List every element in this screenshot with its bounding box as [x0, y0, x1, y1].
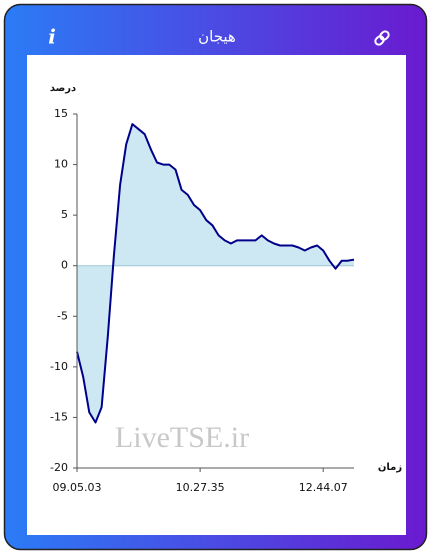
y-tick-label: -15	[50, 410, 68, 423]
info-button[interactable]: i	[48, 25, 56, 49]
y-tick-label: 10	[54, 158, 68, 171]
y-tick-label: 0	[61, 259, 68, 272]
series-line	[76, 123, 355, 424]
y-tick-label: -5	[57, 309, 68, 322]
x-tick-label: 12.44.07	[299, 481, 348, 494]
y-axis-label: درصد	[50, 83, 76, 94]
x-axis-label: زمان	[378, 462, 402, 473]
watermark: LiveTSE.ir	[115, 421, 249, 454]
y-tick-label: -20	[50, 461, 68, 474]
plot: LiveTSE.ir 15 10 5 0 -5 -10 -15 -20 09.05.03 10.27…	[50, 83, 403, 494]
area-fill	[77, 124, 354, 423]
header-title: هیجان	[198, 28, 236, 46]
y-tick-label: 5	[61, 208, 68, 221]
x-tick-label: 09.05.03	[53, 481, 102, 494]
y-tick-label: 15	[54, 107, 68, 120]
y-tick-label: -10	[50, 360, 68, 373]
x-tick-label: 10.27.35	[176, 481, 225, 494]
link-button[interactable]	[374, 30, 390, 46]
